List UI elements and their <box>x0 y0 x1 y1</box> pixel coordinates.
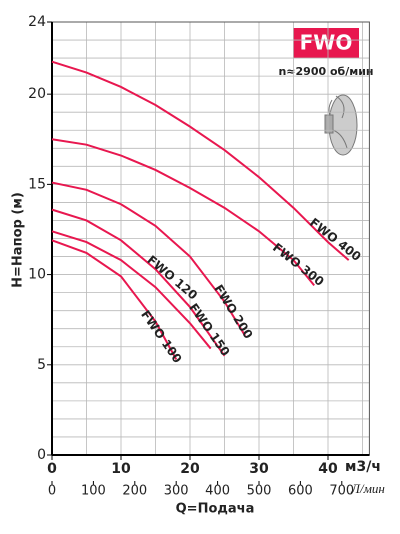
y-tick-label: 5 <box>37 357 46 373</box>
x2-tick-label: 700 <box>329 484 354 499</box>
x-tick-label: 20 <box>180 461 200 477</box>
y-tick-label: 24 <box>28 14 46 30</box>
x-tick-label: 40 <box>318 461 338 477</box>
curve <box>51 138 315 287</box>
x2-tick-label: 100 <box>81 484 106 499</box>
curve <box>51 230 212 350</box>
y-tick-label: 10 <box>28 267 46 283</box>
impeller-icon <box>324 94 358 156</box>
title-box <box>293 28 359 58</box>
x-tick-label: 10 <box>111 461 131 477</box>
x-tick-label: 30 <box>249 461 269 477</box>
x2-tick-label: 500 <box>247 484 272 499</box>
subtitle: n≈2900 об/мин <box>278 65 373 78</box>
x2-tick-label: 300 <box>164 484 189 499</box>
x2-tick-label: 400 <box>205 484 230 499</box>
x-unit: м3/ч <box>345 459 381 475</box>
y-axis-label: H=Напор (м) <box>11 192 26 288</box>
x-tick-label: 0 <box>47 461 57 477</box>
curve <box>51 181 247 337</box>
x2-unit: Л/мин <box>350 481 385 496</box>
y-tick-label: 15 <box>28 176 46 192</box>
chart-title: FWO <box>300 31 353 55</box>
curve <box>51 239 178 360</box>
x2-tick-label: 600 <box>288 484 313 499</box>
curve-label: FWO 100 <box>138 308 184 366</box>
x-axis-label: Q=Подача <box>176 502 255 517</box>
curve <box>51 208 226 357</box>
curve <box>51 60 350 261</box>
x2-tick-label: 0 <box>48 484 56 499</box>
y-tick-label: 0 <box>37 447 46 463</box>
curve-label: FWO 300 <box>270 240 327 289</box>
y-tick-label: 20 <box>28 86 46 102</box>
x2-tick-label: 200 <box>122 484 147 499</box>
